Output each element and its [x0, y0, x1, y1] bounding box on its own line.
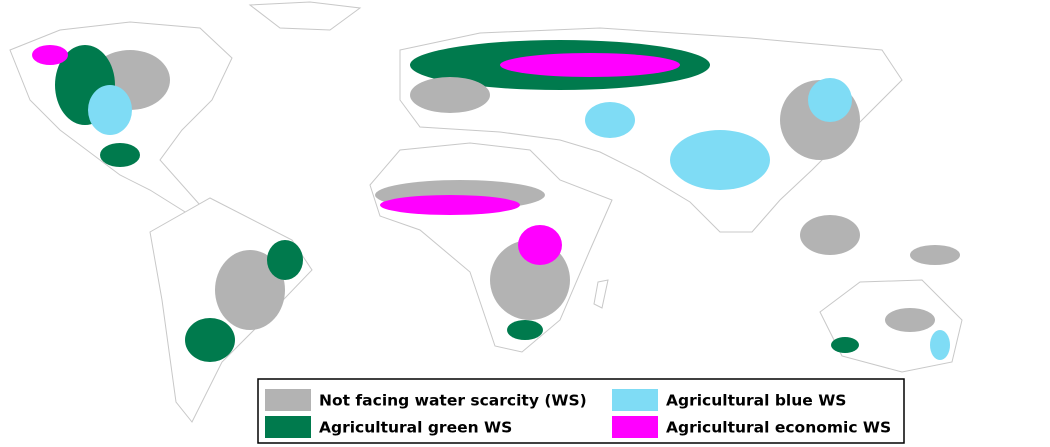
legend-label: Agricultural green WS — [319, 419, 512, 437]
greenland — [248, 1, 362, 31]
madagascar — [593, 279, 609, 309]
region-patch — [507, 320, 543, 340]
legend-label: Agricultural economic WS — [666, 419, 891, 437]
region-patch — [800, 215, 860, 255]
legend-label: Not facing water scarcity (WS) — [319, 392, 587, 410]
region-patch — [500, 53, 680, 77]
region-patch — [585, 102, 635, 138]
region-patch — [885, 308, 935, 332]
legend-label: Agricultural blue WS — [666, 392, 846, 410]
region-patch — [670, 130, 770, 190]
legend-swatch — [265, 389, 311, 411]
region-patch — [380, 195, 520, 215]
region-patch — [88, 85, 132, 135]
region-patch — [100, 143, 140, 167]
region-patch — [518, 225, 562, 265]
region-patch — [808, 78, 852, 122]
legend: Not facing water scarcity (WS) Agricultur… — [257, 378, 905, 444]
scarcity-patches — [32, 40, 960, 362]
region-patch — [930, 330, 950, 360]
legend-swatch — [265, 416, 311, 438]
region-patch — [267, 240, 303, 280]
region-patch — [185, 318, 235, 362]
legend-swatch — [612, 416, 658, 438]
legend-frame — [257, 378, 905, 444]
africa — [369, 142, 613, 353]
region-patch — [831, 337, 859, 353]
region-patch — [215, 250, 285, 330]
region-patch — [32, 45, 68, 65]
region-patch — [910, 245, 960, 265]
legend-swatch — [612, 389, 658, 411]
region-patch — [410, 77, 490, 113]
